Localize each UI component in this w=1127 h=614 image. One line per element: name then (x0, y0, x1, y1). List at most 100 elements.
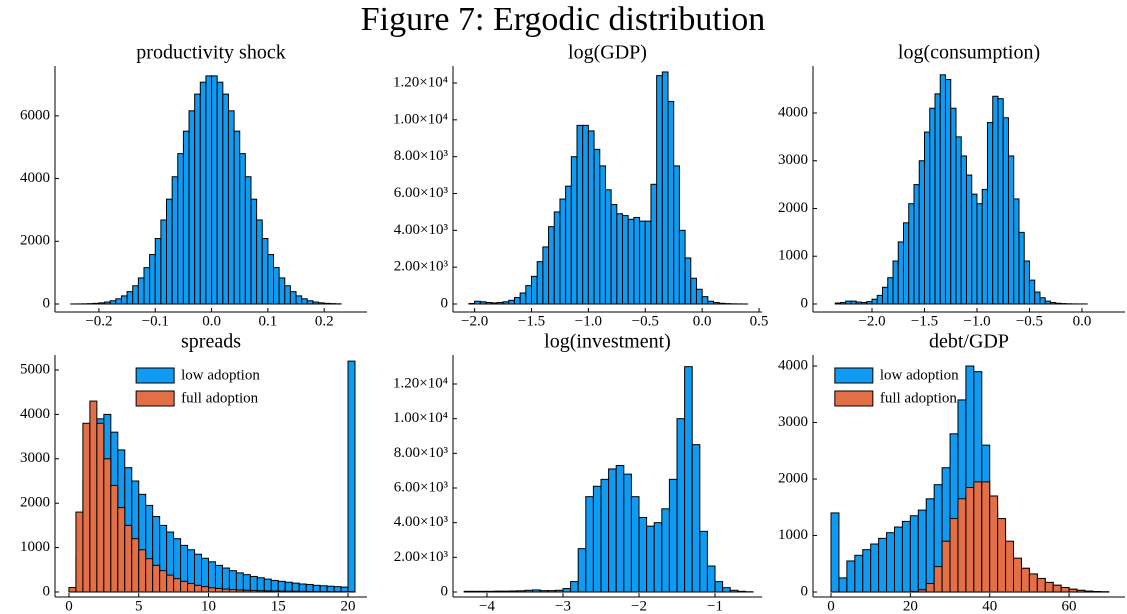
bar (592, 485, 602, 593)
bar (976, 203, 983, 305)
bar (955, 136, 962, 305)
bar (270, 590, 279, 593)
y-tick-label: 1000 (778, 527, 808, 543)
x-tick-label: 10 (201, 598, 216, 614)
bar (913, 184, 920, 305)
bar (656, 75, 663, 305)
x-tick-label: −0.5 (1016, 313, 1043, 329)
bar (1060, 587, 1070, 593)
bar (249, 589, 258, 593)
bar (897, 241, 904, 305)
bar (1044, 300, 1051, 305)
x-tick-label: −2.0 (461, 313, 488, 329)
x-tick-label: 0 (65, 598, 73, 614)
bar (604, 189, 612, 305)
bar (222, 93, 229, 305)
bar (965, 174, 973, 305)
bar (684, 366, 693, 593)
bar (577, 548, 587, 593)
bar (228, 589, 237, 593)
x-tick-label: 0.2 (315, 313, 334, 329)
bar (630, 496, 640, 593)
bar (126, 291, 134, 305)
bar (256, 577, 265, 593)
y-tick-label: 0 (441, 583, 449, 599)
bar (110, 484, 119, 593)
bar (599, 165, 606, 305)
bar (539, 590, 549, 593)
bar (973, 481, 983, 593)
bar (145, 558, 154, 593)
bar (277, 580, 286, 593)
bar (838, 577, 848, 593)
bar (138, 549, 147, 593)
y-tick-label: 8.00×10³ (394, 445, 449, 461)
y-tick-label: 1.00×10⁴ (393, 111, 448, 127)
bar (997, 98, 1004, 305)
bar (861, 302, 868, 305)
bar (706, 565, 716, 593)
x-tick-label: −2.0 (858, 313, 885, 329)
bar (261, 238, 269, 305)
bar (501, 590, 511, 593)
y-tick-label: 2000 (20, 233, 50, 249)
bar (1020, 567, 1030, 593)
y-tick-label: 4000 (778, 357, 808, 373)
bar (171, 176, 179, 305)
bar (194, 584, 203, 593)
bar (89, 400, 98, 593)
bar (933, 566, 943, 593)
bar (239, 153, 246, 305)
bar (1052, 584, 1062, 593)
bar (194, 93, 201, 305)
x-tick-label: −0.2 (85, 313, 112, 329)
bar (934, 93, 941, 305)
y-tick-label: 1.20×10⁴ (393, 375, 448, 391)
bar (917, 509, 927, 593)
panel-title: debt/GDP (929, 331, 1009, 353)
y-tick-label: 2.00×10³ (394, 259, 449, 275)
bar (284, 590, 293, 593)
y-tick-label: 4000 (778, 104, 808, 120)
x-tick-label: 5 (135, 598, 143, 614)
bar (273, 267, 280, 305)
bar (582, 124, 589, 305)
bar (188, 110, 196, 305)
bar (608, 468, 617, 593)
bar (323, 302, 331, 305)
bar (992, 95, 999, 305)
bar (117, 507, 126, 593)
bar (1049, 302, 1057, 305)
bar (981, 188, 988, 305)
bar (154, 238, 162, 305)
bar (587, 130, 595, 305)
bar (699, 530, 708, 593)
panel-title: log(GDP) (568, 42, 647, 64)
x-tick-label: −1 (707, 598, 723, 614)
panel: spreads 0 1000 2000 3000 4000 5000 0 5 10 15 20 low … (20, 331, 367, 614)
bar (319, 585, 328, 593)
bar (115, 298, 122, 305)
bar (881, 286, 889, 305)
bar (615, 464, 625, 593)
bar (570, 156, 578, 305)
bar (871, 298, 878, 305)
legend-swatch (834, 390, 874, 407)
bar (989, 495, 999, 593)
bar (347, 360, 356, 593)
bar (312, 584, 321, 593)
bar (862, 549, 872, 593)
bar (554, 589, 564, 593)
y-tick-label: 1.20×10⁴ (393, 74, 448, 90)
bar (1055, 302, 1062, 305)
bar (1018, 231, 1025, 305)
bar (109, 300, 117, 305)
bar (610, 204, 618, 305)
bar (1007, 155, 1015, 305)
bar (548, 226, 555, 305)
bar (235, 572, 244, 593)
x-tick-label: 40 (982, 598, 997, 614)
bar (228, 570, 237, 593)
bar (177, 153, 184, 305)
bar (633, 216, 641, 305)
